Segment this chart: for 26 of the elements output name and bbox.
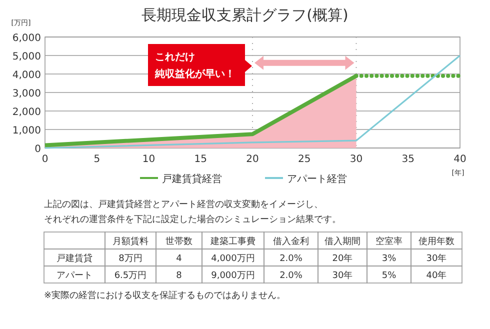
y-tick-label: 6,000 [12,33,41,44]
y-tick-label: 2,000 [12,107,41,118]
x-tick-label: 0 [42,154,48,165]
x-tick-label: 35 [402,154,414,165]
annotation: 純収益化が早い！ [154,68,235,80]
x-tick-label: 10 [142,154,156,165]
y-tick-label: 0 [34,144,41,155]
x-tick-label: 30 [350,154,363,165]
x-tick-label: 25 [298,154,311,165]
x-tick-label: 15 [194,154,207,165]
x-tick-label: 40 [454,154,466,165]
y-tick-label: 3,000 [12,88,41,100]
y-tick-label: 5,000 [12,52,41,62]
annotation: これだけ [155,52,195,63]
y-tick-label: 1,000 [12,126,41,136]
chart-title: 長期現金収支累計グラフ(概算) [142,6,348,24]
text: ※実際の経営における収支を保証するものではありません。 [44,290,286,301]
text: 上記の図は、戸建賃貸経営とアパート経営の収支変動をイメージし、 [44,199,323,210]
y-tick-label: 4,000 [12,70,41,81]
x-tick-label: 5 [94,154,100,165]
text: それぞれの運営条件を下記に設定した場合のシミュレーション結果です。 [44,214,341,225]
x-tick-label: 20 [246,154,259,165]
legend-label: アパート経営 [287,173,347,185]
table: 月額賃料 世帯数 建築工事費 借入金利 借入期間 空室率 使用年数 戸建賃貸 8万円 4 4,000万円 2.0% 20年 3% 30年 アパート 6.5万円 8 9,000万円 2.0% 30年 5% 40年 [44,232,462,284]
callout: これだけ 純収益化が早い！ [148,44,252,86]
legend-label: 戸建賃貸経営 [162,173,222,185]
